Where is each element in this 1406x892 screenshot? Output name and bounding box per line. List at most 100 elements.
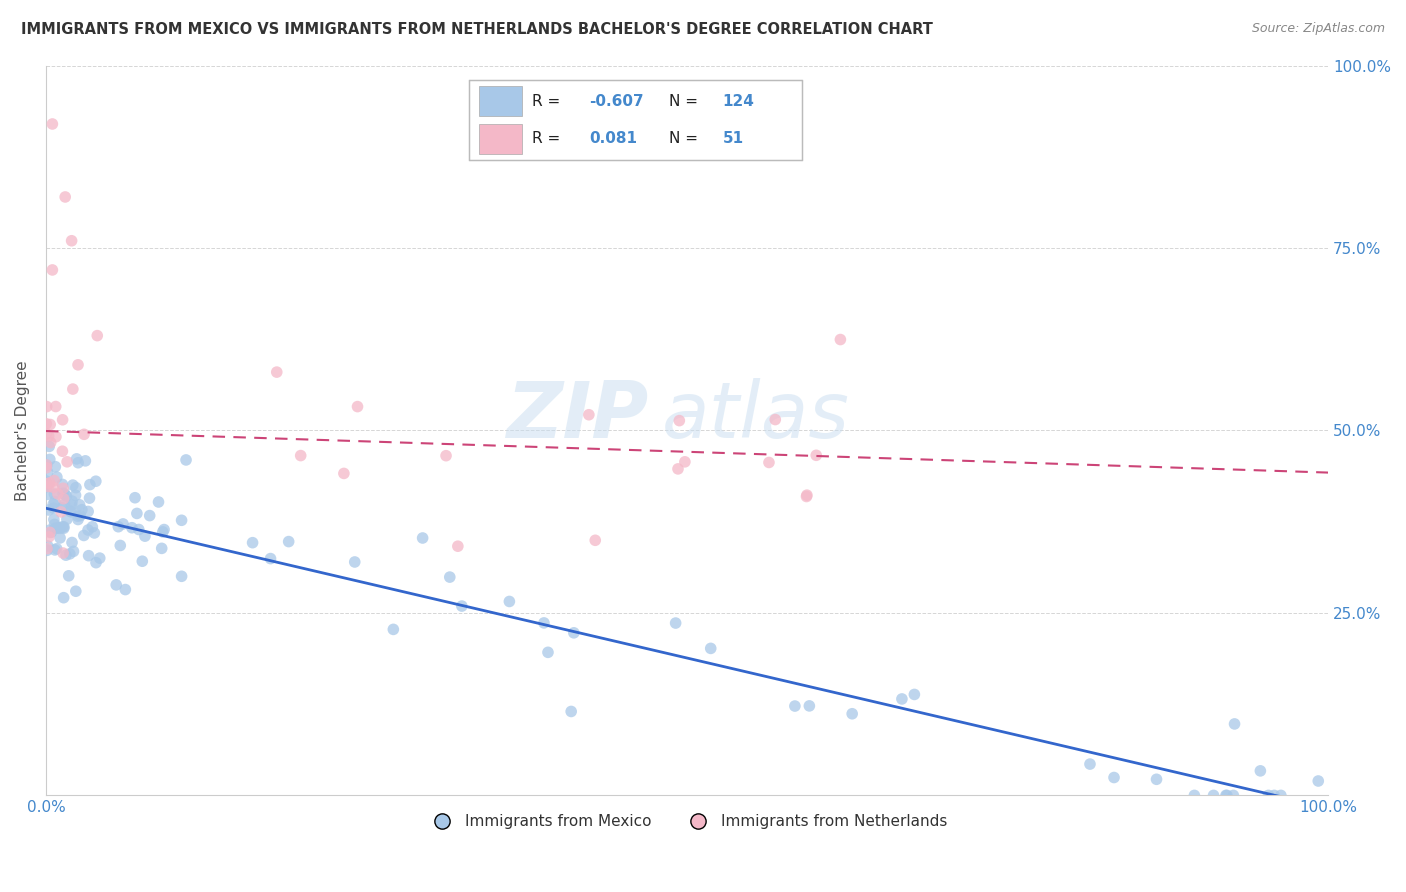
Point (69, 498, 91, 512)
Point (796, 488, 818, 502)
Point (128, 523, 150, 537)
Point (77, 549, 100, 563)
Point (1146, 772, 1168, 787)
Point (665, 615, 688, 630)
Point (52, 546, 75, 560)
Point (53, 486, 76, 500)
Point (35, 479, 58, 493)
Point (79, 491, 101, 505)
Point (45, 470, 67, 484)
Point (65, 488, 87, 502)
Point (439, 570, 461, 584)
Point (65, 584, 87, 599)
Point (37, 539, 59, 553)
Point (333, 467, 356, 481)
Point (498, 594, 520, 608)
Point (174, 453, 197, 467)
Point (35, 541, 58, 556)
Point (39, 525, 62, 540)
Text: Source: ZipAtlas.com: Source: ZipAtlas.com (1251, 22, 1385, 36)
Point (105, 578, 128, 592)
Point (38, 530, 60, 544)
Point (38, 523, 60, 537)
Point (56, 455, 79, 469)
Point (1102, 771, 1125, 785)
Point (84, 474, 107, 488)
Point (60, 234, 83, 248)
Point (52, 413, 75, 427)
Point (38, 429, 60, 443)
Point (35, 474, 58, 488)
Point (42, 512, 65, 526)
Point (38, 479, 60, 493)
Point (562, 625, 585, 640)
Point (666, 462, 689, 476)
Point (796, 490, 818, 504)
Point (537, 645, 560, 659)
Point (152, 524, 174, 539)
Point (60, 494, 83, 508)
Point (44, 459, 66, 474)
Point (46, 487, 69, 501)
Point (170, 513, 193, 527)
Point (49, 521, 72, 535)
Point (114, 582, 136, 597)
Point (799, 698, 821, 713)
Point (382, 623, 405, 637)
Point (53, 190, 76, 204)
Point (35, 478, 58, 492)
Point (1216, 789, 1239, 803)
Point (66, 509, 89, 524)
Point (62, 478, 84, 492)
Text: IMMIGRANTS FROM MEXICO VS IMMIGRANTS FROM NETHERLANDS BACHELOR'S DEGREE CORRELAT: IMMIGRANTS FROM MEXICO VS IMMIGRANTS FRO… (21, 22, 934, 37)
Point (41, 117, 63, 131)
Point (42, 501, 65, 516)
Point (343, 555, 366, 569)
Point (51, 477, 73, 491)
Point (60, 535, 83, 549)
Point (66, 451, 89, 466)
Point (242, 535, 264, 549)
Point (60, 498, 83, 512)
Point (1182, 789, 1205, 803)
Point (35, 460, 58, 475)
Point (51, 520, 73, 534)
Point (55, 548, 77, 562)
Point (35, 543, 58, 558)
Point (38, 439, 60, 453)
Point (668, 414, 690, 428)
Point (67, 456, 90, 470)
Point (44, 522, 66, 536)
Point (62, 544, 84, 558)
Point (1257, 789, 1279, 803)
Point (38, 475, 60, 490)
Point (346, 400, 368, 414)
Point (65, 481, 87, 495)
Point (66, 358, 89, 372)
Point (52, 486, 75, 500)
Point (42, 480, 65, 494)
Point (1202, 789, 1225, 803)
Point (82, 520, 104, 534)
Point (277, 534, 299, 549)
Point (69, 508, 91, 523)
Point (1222, 789, 1244, 803)
Point (45, 541, 67, 556)
Point (79, 477, 101, 491)
Point (83, 525, 105, 540)
Point (39, 525, 62, 540)
Point (75, 454, 97, 468)
Point (112, 516, 135, 531)
Point (58, 569, 80, 583)
Text: ZIP: ZIP (506, 378, 648, 454)
Point (44, 494, 66, 508)
Point (560, 705, 582, 719)
Point (35, 458, 58, 473)
Point (121, 521, 143, 535)
Point (1249, 764, 1271, 778)
Point (148, 495, 170, 509)
Point (125, 507, 148, 521)
Point (1078, 757, 1101, 772)
Point (56, 512, 79, 526)
Point (434, 449, 457, 463)
